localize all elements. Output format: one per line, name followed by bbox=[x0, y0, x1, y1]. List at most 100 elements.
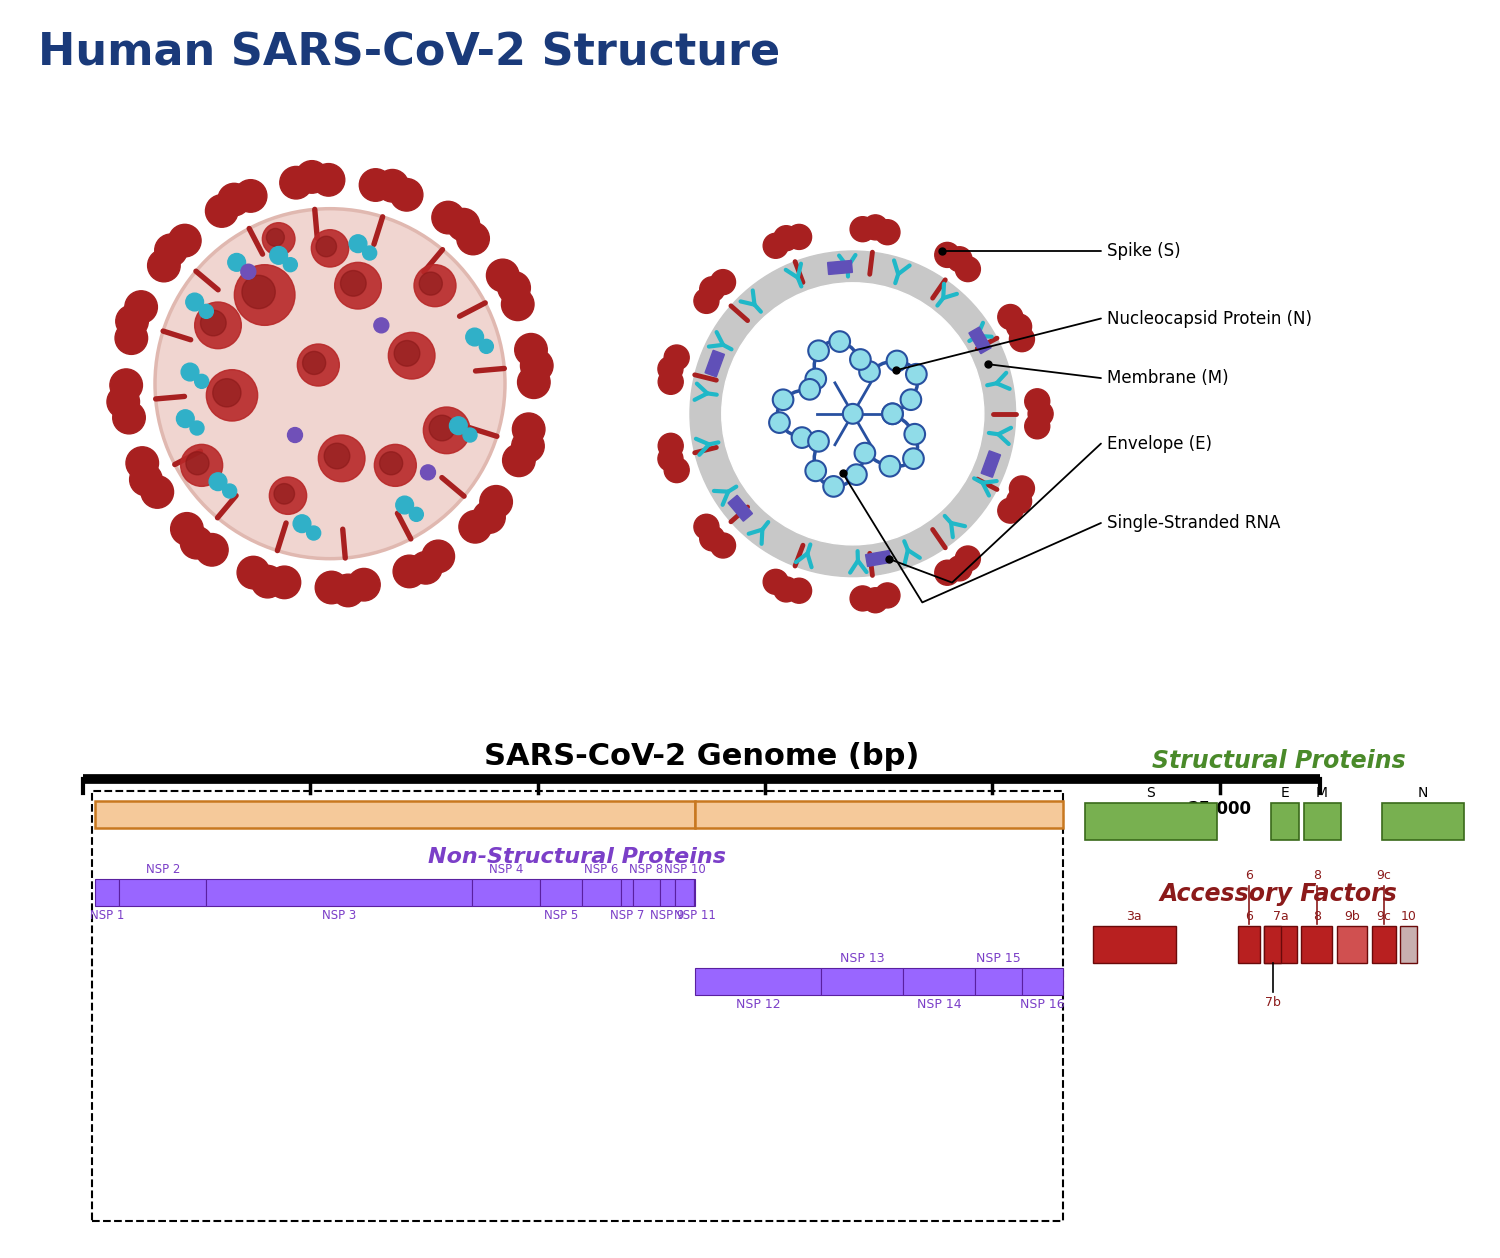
Bar bbox=[1382, 804, 1464, 840]
Circle shape bbox=[824, 476, 844, 497]
Circle shape bbox=[472, 501, 506, 533]
Bar bbox=[865, 551, 891, 566]
Circle shape bbox=[422, 540, 454, 572]
Circle shape bbox=[348, 569, 380, 601]
Text: NSP 13: NSP 13 bbox=[840, 952, 885, 965]
Circle shape bbox=[394, 341, 420, 366]
Bar bbox=[1264, 926, 1281, 962]
Bar bbox=[472, 879, 540, 906]
Circle shape bbox=[419, 272, 442, 296]
Circle shape bbox=[498, 272, 531, 304]
Circle shape bbox=[303, 351, 326, 375]
Bar bbox=[903, 967, 975, 995]
Circle shape bbox=[792, 428, 813, 448]
Bar bbox=[828, 260, 852, 274]
Circle shape bbox=[998, 304, 1023, 330]
Circle shape bbox=[390, 179, 423, 211]
Circle shape bbox=[242, 264, 256, 279]
Circle shape bbox=[946, 556, 972, 581]
Circle shape bbox=[800, 379, 820, 400]
Bar bbox=[981, 450, 1000, 477]
Bar bbox=[1371, 926, 1396, 962]
Circle shape bbox=[207, 370, 258, 421]
Circle shape bbox=[786, 224, 812, 249]
Bar bbox=[1023, 967, 1064, 995]
Circle shape bbox=[998, 498, 1023, 523]
Bar bbox=[1084, 804, 1216, 840]
Circle shape bbox=[393, 555, 426, 587]
Bar bbox=[120, 879, 207, 906]
Circle shape bbox=[874, 582, 900, 608]
Circle shape bbox=[429, 415, 454, 440]
Circle shape bbox=[903, 448, 924, 469]
Text: ORF 1a: ORF 1a bbox=[360, 805, 430, 824]
Circle shape bbox=[934, 243, 960, 268]
Text: 9b: 9b bbox=[1344, 910, 1360, 923]
Circle shape bbox=[1007, 488, 1032, 513]
Text: Nucleocapsid Protein (N): Nucleocapsid Protein (N) bbox=[1107, 309, 1312, 327]
Circle shape bbox=[116, 322, 147, 355]
Text: 20,000: 20,000 bbox=[960, 800, 1024, 818]
Circle shape bbox=[350, 235, 368, 253]
Circle shape bbox=[296, 161, 328, 194]
Text: E: E bbox=[1281, 785, 1290, 800]
Bar bbox=[696, 801, 1064, 828]
Bar bbox=[975, 967, 1023, 995]
Text: NSP 8: NSP 8 bbox=[628, 863, 663, 877]
Circle shape bbox=[846, 464, 867, 486]
Bar bbox=[969, 327, 992, 353]
Circle shape bbox=[206, 195, 238, 228]
Circle shape bbox=[1010, 476, 1035, 501]
Text: Structural Proteins: Structural Proteins bbox=[1152, 750, 1406, 774]
Circle shape bbox=[374, 318, 388, 333]
Circle shape bbox=[268, 566, 300, 599]
Circle shape bbox=[270, 477, 306, 515]
Bar bbox=[1304, 804, 1341, 840]
Circle shape bbox=[267, 229, 285, 247]
Circle shape bbox=[843, 404, 862, 424]
Text: Spike (S): Spike (S) bbox=[1107, 242, 1180, 260]
Circle shape bbox=[503, 444, 536, 477]
Circle shape bbox=[124, 291, 158, 323]
Text: NSP 7: NSP 7 bbox=[610, 910, 644, 922]
Text: 6: 6 bbox=[1245, 910, 1252, 923]
Circle shape bbox=[110, 369, 142, 401]
Bar bbox=[207, 879, 472, 906]
Circle shape bbox=[694, 288, 718, 313]
Circle shape bbox=[360, 169, 392, 201]
Circle shape bbox=[228, 254, 246, 272]
Circle shape bbox=[213, 379, 242, 406]
Circle shape bbox=[388, 332, 435, 379]
Circle shape bbox=[242, 264, 255, 279]
Circle shape bbox=[458, 223, 489, 255]
Circle shape bbox=[180, 444, 222, 487]
Circle shape bbox=[900, 390, 921, 410]
Text: NSP 4: NSP 4 bbox=[489, 863, 524, 877]
Circle shape bbox=[168, 224, 201, 257]
Bar bbox=[1270, 804, 1299, 840]
Circle shape bbox=[270, 247, 288, 264]
Text: NSP 6: NSP 6 bbox=[585, 863, 620, 877]
Circle shape bbox=[316, 237, 336, 257]
Circle shape bbox=[112, 401, 146, 434]
Text: Envelope (E): Envelope (E) bbox=[1107, 434, 1212, 453]
Circle shape bbox=[520, 350, 554, 382]
Circle shape bbox=[209, 473, 226, 491]
Bar bbox=[1094, 926, 1176, 962]
Circle shape bbox=[432, 201, 465, 234]
Circle shape bbox=[190, 421, 204, 435]
Circle shape bbox=[513, 413, 544, 445]
Circle shape bbox=[956, 546, 981, 571]
Circle shape bbox=[126, 447, 159, 479]
Circle shape bbox=[410, 507, 423, 521]
Circle shape bbox=[882, 404, 903, 424]
Text: Membrane (M): Membrane (M) bbox=[1107, 369, 1228, 387]
Text: 6: 6 bbox=[1245, 869, 1252, 882]
Circle shape bbox=[664, 345, 688, 370]
Circle shape bbox=[480, 340, 494, 353]
Bar bbox=[540, 879, 582, 906]
Circle shape bbox=[904, 424, 926, 444]
Circle shape bbox=[862, 587, 888, 613]
Circle shape bbox=[234, 264, 296, 326]
Circle shape bbox=[284, 258, 297, 272]
